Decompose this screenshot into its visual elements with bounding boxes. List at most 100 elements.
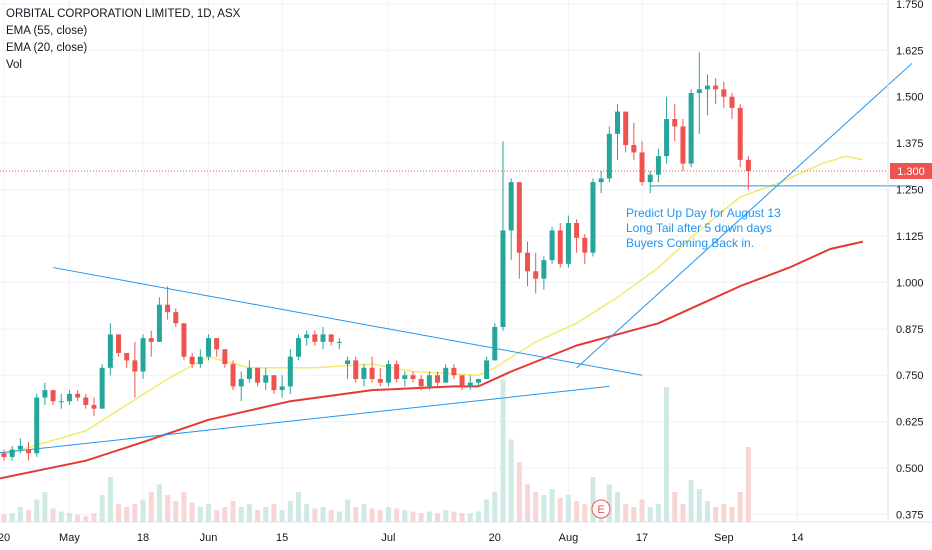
volume-bar xyxy=(541,495,547,522)
candle-body xyxy=(500,230,506,327)
earnings-circle xyxy=(591,499,611,519)
time-tick-label: 15 xyxy=(276,532,288,544)
candle-body xyxy=(58,401,64,403)
volume-bar xyxy=(26,510,32,522)
candle-body xyxy=(516,182,522,253)
volume-bar xyxy=(279,510,285,522)
candle-body xyxy=(451,367,457,376)
volume-bar xyxy=(410,511,416,522)
candle xyxy=(647,171,653,194)
candle-body xyxy=(631,145,637,153)
candle xyxy=(680,119,686,172)
candle xyxy=(696,52,702,134)
candle-body xyxy=(549,230,555,261)
candle xyxy=(206,334,211,361)
candle xyxy=(582,234,588,264)
volume-bar xyxy=(353,507,359,522)
candle-body xyxy=(1,453,7,457)
candle-body xyxy=(435,375,441,383)
volume-bar xyxy=(287,501,293,522)
volume-bar xyxy=(516,462,522,522)
legend-title[interactable]: ORBITAL CORPORATION LIMITED, 1D, ASX xyxy=(6,8,241,20)
candle-body xyxy=(688,93,694,164)
volume-bar xyxy=(680,504,686,522)
candle xyxy=(704,74,710,116)
candle-body xyxy=(238,378,244,387)
volume-bar xyxy=(672,492,678,522)
candle xyxy=(156,297,162,342)
price-axis[interactable]: 0.375 0.500 0.625 0.750 0.875 1.000 1.125 1.250… xyxy=(887,0,924,522)
candle-body xyxy=(492,326,498,361)
volume-bar xyxy=(451,511,457,522)
candle xyxy=(492,323,498,361)
earnings-label: E xyxy=(597,504,604,516)
candles[interactable] xyxy=(1,52,751,461)
volume-bar xyxy=(173,501,179,522)
legend-vol[interactable]: Vol xyxy=(6,59,22,71)
candle-body xyxy=(353,360,359,379)
legend: ORBITAL CORPORATION LIMITED, 1D, ASX EMA… xyxy=(6,6,240,74)
volume-bar xyxy=(418,513,424,522)
candle-body xyxy=(655,156,661,175)
trendlines[interactable] xyxy=(0,62,913,454)
candle xyxy=(9,445,15,461)
volume-bar xyxy=(148,492,154,522)
candle xyxy=(525,241,531,287)
time-tick-label: 17 xyxy=(636,532,648,544)
volume-bar xyxy=(565,495,571,522)
candle xyxy=(58,393,64,409)
candle xyxy=(181,323,187,361)
candle-body xyxy=(295,338,301,357)
volume-bar xyxy=(17,507,23,522)
candle-body xyxy=(345,360,351,365)
volume-bar xyxy=(402,510,408,522)
candle xyxy=(222,349,228,368)
volume-bar xyxy=(729,507,735,522)
time-tick-label: 20 xyxy=(0,532,10,544)
candle xyxy=(214,338,220,357)
volume-bar xyxy=(475,511,481,522)
candle xyxy=(230,360,236,391)
volume-bar xyxy=(189,502,195,522)
candle-body xyxy=(189,356,195,365)
candle xyxy=(238,371,244,402)
candle xyxy=(304,330,310,346)
candle xyxy=(655,148,661,183)
candle-body xyxy=(287,356,293,387)
candle xyxy=(557,222,563,268)
candle xyxy=(541,256,547,290)
candle xyxy=(197,349,203,368)
candle xyxy=(148,330,154,357)
candle xyxy=(598,171,604,194)
candle xyxy=(173,308,179,327)
candle xyxy=(26,442,32,461)
price-badge-label: 1.300 xyxy=(897,166,925,178)
volume-bar xyxy=(75,514,81,522)
candle-body xyxy=(116,334,122,353)
price-tick-label: 0.625 xyxy=(896,417,924,429)
candle-body xyxy=(729,96,735,108)
candle-body xyxy=(17,445,23,450)
time-axis[interactable]: 20 May 18 Jun 15 Jul 20 Aug 17 Sep 14 xyxy=(0,521,932,544)
candle-body xyxy=(615,111,620,134)
annotation: Predict Up Day for August 13 Long Tail af… xyxy=(626,206,781,250)
candle-body xyxy=(467,382,473,387)
candle xyxy=(50,390,56,405)
volume-bar xyxy=(295,492,301,522)
price-tick-label: 0.500 xyxy=(896,463,924,475)
legend-ema20[interactable]: EMA (20, close) xyxy=(6,42,88,54)
volume-bar xyxy=(737,492,743,522)
earnings-marker[interactable]: E xyxy=(591,499,611,519)
candle-body xyxy=(484,360,490,379)
candle xyxy=(484,356,490,379)
candle-body xyxy=(99,367,105,409)
candle xyxy=(688,89,694,168)
candle xyxy=(475,378,481,387)
volume-bar xyxy=(696,489,702,522)
legend-ema55[interactable]: EMA (55, close) xyxy=(6,25,88,37)
trendline xyxy=(576,62,913,369)
candle-body xyxy=(402,375,408,379)
candle-body xyxy=(574,222,580,238)
candle xyxy=(345,356,351,379)
